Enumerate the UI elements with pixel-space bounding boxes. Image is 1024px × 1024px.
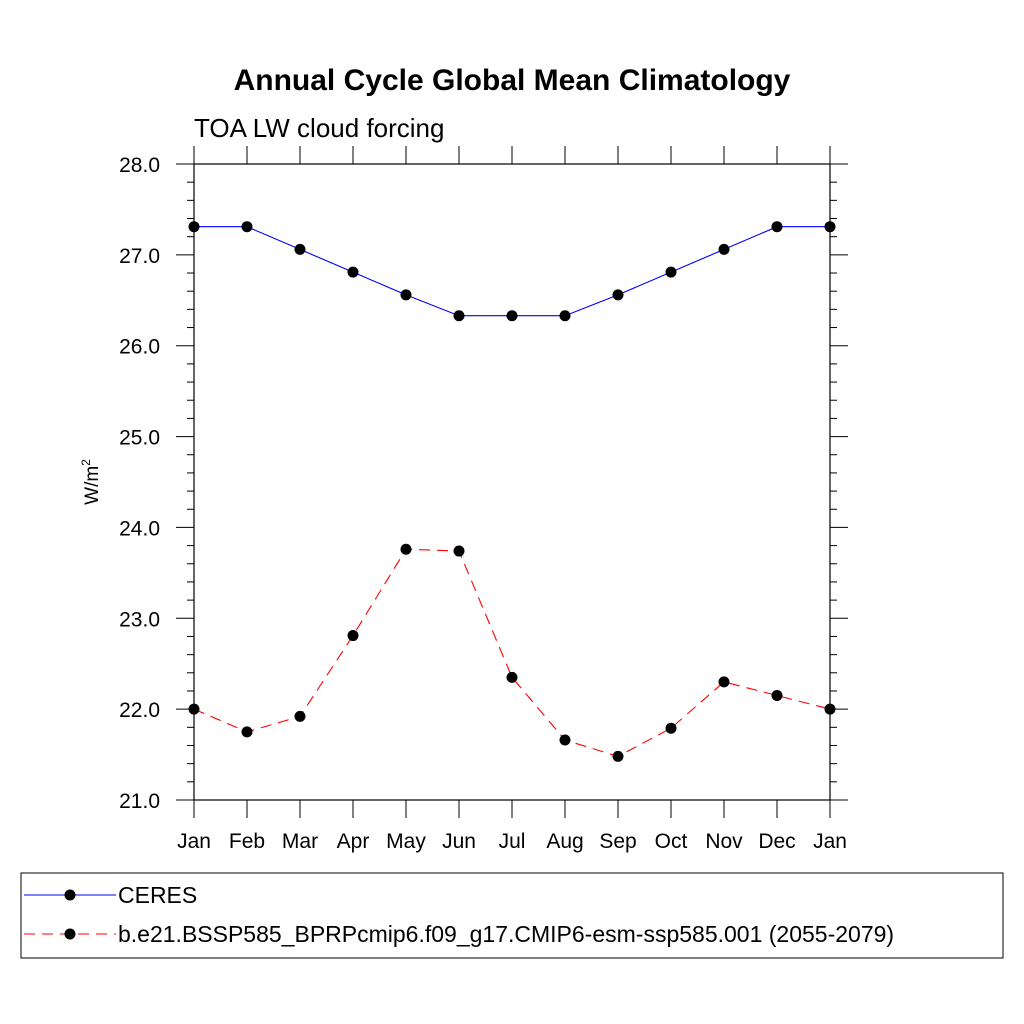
x-tick-label: Aug [546,830,583,853]
y-tick-label: 23.0 [119,608,160,631]
series-1-point [665,266,677,278]
series-1-point [188,221,200,233]
legend-label-2: b.e21.BSSP585_BPRPcmip6.f09_g17.CMIP6-es… [118,921,894,947]
chart-subtitle: TOA LW cloud forcing [194,113,444,143]
series-1-point [347,266,359,278]
x-tick-label: Mar [282,830,318,853]
series-1-point [771,221,783,233]
series-1-point [718,243,730,255]
series-1-point [453,310,465,322]
chart-title: Annual Cycle Global Mean Climatology [234,64,791,97]
x-tick-label: Apr [337,830,370,853]
series-2-point [294,710,306,722]
y-tick-labels: 21.0 22.0 23.0 24.0 25.0 26.0 27.0 28.0 [119,154,160,813]
series-2-point [559,734,571,746]
series-line-1 [194,226,830,317]
series-2-point [241,726,253,738]
series-2-point [824,703,836,715]
series-1-point [612,289,624,301]
series-2-point [188,703,200,715]
x-tick-label: Jul [499,830,526,853]
plot-frame [193,163,831,801]
series-2-point [400,543,412,555]
series-1-point [294,243,306,255]
legend: CERES b.e21.BSSP585_BPRPcmip6.f09_g17.CMI… [20,872,1004,959]
series-2-point [665,722,677,734]
x-tick-label: Nov [705,830,743,853]
x-tick-label: Jan [813,830,847,853]
series-1-point [400,289,412,301]
series-2-point [347,630,359,642]
x-tick-label: Sep [599,830,636,853]
x-tick-label: May [386,830,426,853]
series-2-point [506,671,518,683]
y-tick-label: 22.0 [119,699,160,722]
y-tick-label: 21.0 [119,790,160,813]
legend-marker-2 [64,928,76,940]
series-2-point [453,545,465,557]
x-tick-label: Oct [655,830,688,853]
y-axis-label-superscript: 2 [79,459,93,466]
x-tick-label: Jun [442,830,476,853]
legend-label-1: CERES [118,882,197,908]
series-1-point [559,310,571,322]
y-tick-label: 28.0 [119,154,160,177]
x-tick-labels: Jan Feb Mar Apr May Jun Jul Aug Sep Oct Nov Dec Jan [177,830,847,853]
x-tick-label: Dec [758,830,795,853]
series-group [188,221,836,762]
series-2-point [718,676,730,688]
legend-box [20,872,1004,959]
series-1-point [824,221,836,233]
series-1-point [506,310,518,322]
x-tick-label: Jan [177,830,211,853]
legend-marker-1 [64,889,76,901]
y-tick-label: 25.0 [119,427,160,450]
series-2-point [612,750,624,762]
series-line-2 [193,548,831,757]
legend-entries: CERES b.e21.BSSP585_BPRPcmip6.f09_g17.CMI… [24,882,894,947]
series-2-point [771,690,783,702]
y-tick-label: 27.0 [119,245,160,268]
y-axis-label: W/m2 [79,459,103,505]
y-tick-label: 26.0 [119,336,160,359]
axis-ticks [176,146,848,818]
x-tick-label: Feb [229,830,265,853]
series-1-point [241,221,253,233]
y-tick-label: 24.0 [119,517,160,540]
